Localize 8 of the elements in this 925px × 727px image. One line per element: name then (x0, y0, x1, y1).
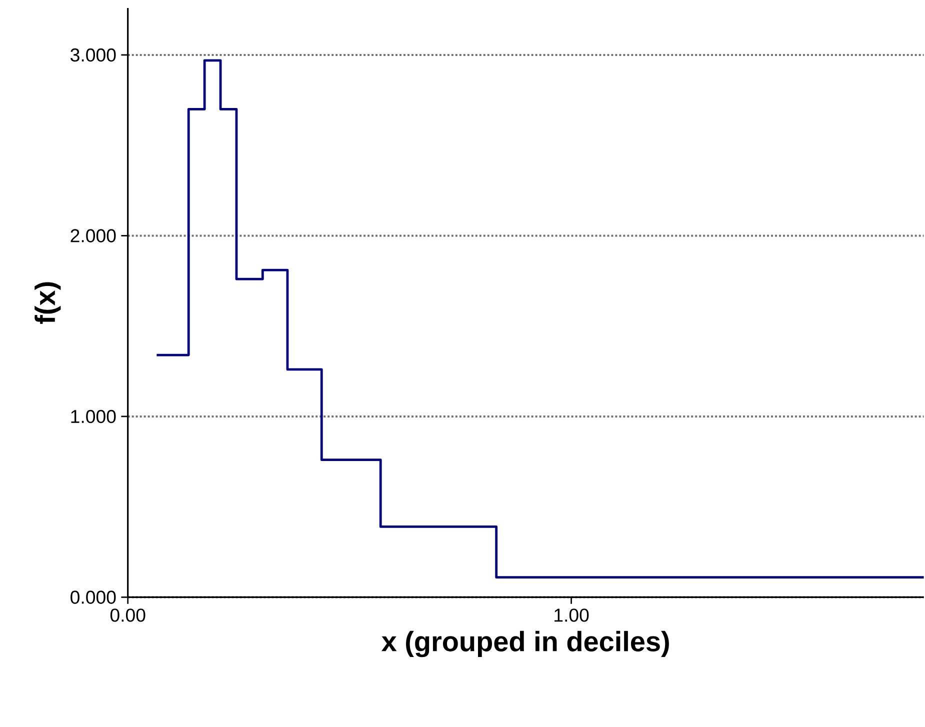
y-tick-label: 2.000 (70, 229, 116, 242)
y-tick-label: 0.000 (70, 590, 116, 604)
y-tick-label: 1.000 (71, 410, 116, 424)
x-tick-label: 0.00 (110, 608, 146, 622)
y-axis-title: f(x) (34, 282, 61, 324)
y-tick-label: 3.000 (70, 48, 116, 62)
x-axis-title: x (grouped in deciles) (382, 630, 669, 658)
x-tick-label: 1.00 (554, 608, 589, 622)
